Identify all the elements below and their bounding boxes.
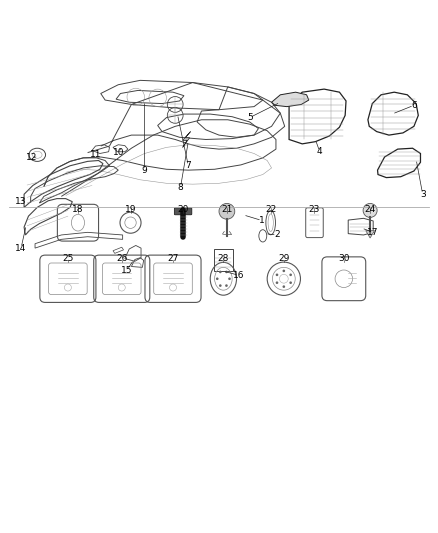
Text: 7: 7 (185, 161, 191, 170)
Text: 25: 25 (62, 254, 74, 263)
Text: 9: 9 (141, 166, 148, 175)
Text: 30: 30 (338, 254, 350, 263)
Text: 29: 29 (278, 254, 290, 263)
Text: 10: 10 (113, 148, 124, 157)
Text: 16: 16 (233, 271, 244, 280)
Polygon shape (272, 92, 309, 107)
Circle shape (283, 270, 285, 272)
Circle shape (290, 273, 292, 276)
Text: 17: 17 (367, 228, 379, 237)
Polygon shape (183, 132, 191, 147)
Text: 1: 1 (259, 216, 265, 225)
Text: 20: 20 (177, 205, 189, 214)
Text: 19: 19 (125, 205, 136, 214)
Text: 2: 2 (274, 230, 279, 239)
Text: 26: 26 (116, 254, 127, 263)
Text: 22: 22 (265, 205, 276, 214)
Text: 8: 8 (177, 183, 184, 192)
Circle shape (276, 273, 278, 276)
Circle shape (219, 204, 235, 219)
Text: 14: 14 (15, 244, 27, 253)
Circle shape (219, 284, 222, 287)
FancyBboxPatch shape (174, 208, 192, 215)
Circle shape (225, 284, 228, 287)
Text: 23: 23 (309, 205, 320, 214)
Circle shape (363, 204, 377, 217)
Circle shape (290, 281, 292, 284)
Text: 11: 11 (90, 150, 101, 159)
Text: 6: 6 (411, 101, 417, 110)
Polygon shape (366, 231, 374, 238)
Circle shape (219, 271, 222, 273)
Text: 5: 5 (247, 113, 253, 122)
Text: 21: 21 (221, 205, 233, 214)
Text: 12: 12 (26, 154, 37, 163)
Text: 13: 13 (15, 197, 27, 206)
Circle shape (228, 278, 231, 280)
Circle shape (225, 271, 228, 273)
Text: 28: 28 (218, 254, 229, 263)
Text: 24: 24 (364, 205, 376, 214)
Text: 3: 3 (420, 190, 426, 199)
Circle shape (216, 278, 219, 280)
Text: 18: 18 (72, 205, 84, 214)
Circle shape (276, 281, 278, 284)
Text: 15: 15 (121, 265, 133, 274)
Text: 4: 4 (317, 147, 322, 156)
Circle shape (283, 285, 285, 288)
Text: 27: 27 (167, 254, 179, 263)
